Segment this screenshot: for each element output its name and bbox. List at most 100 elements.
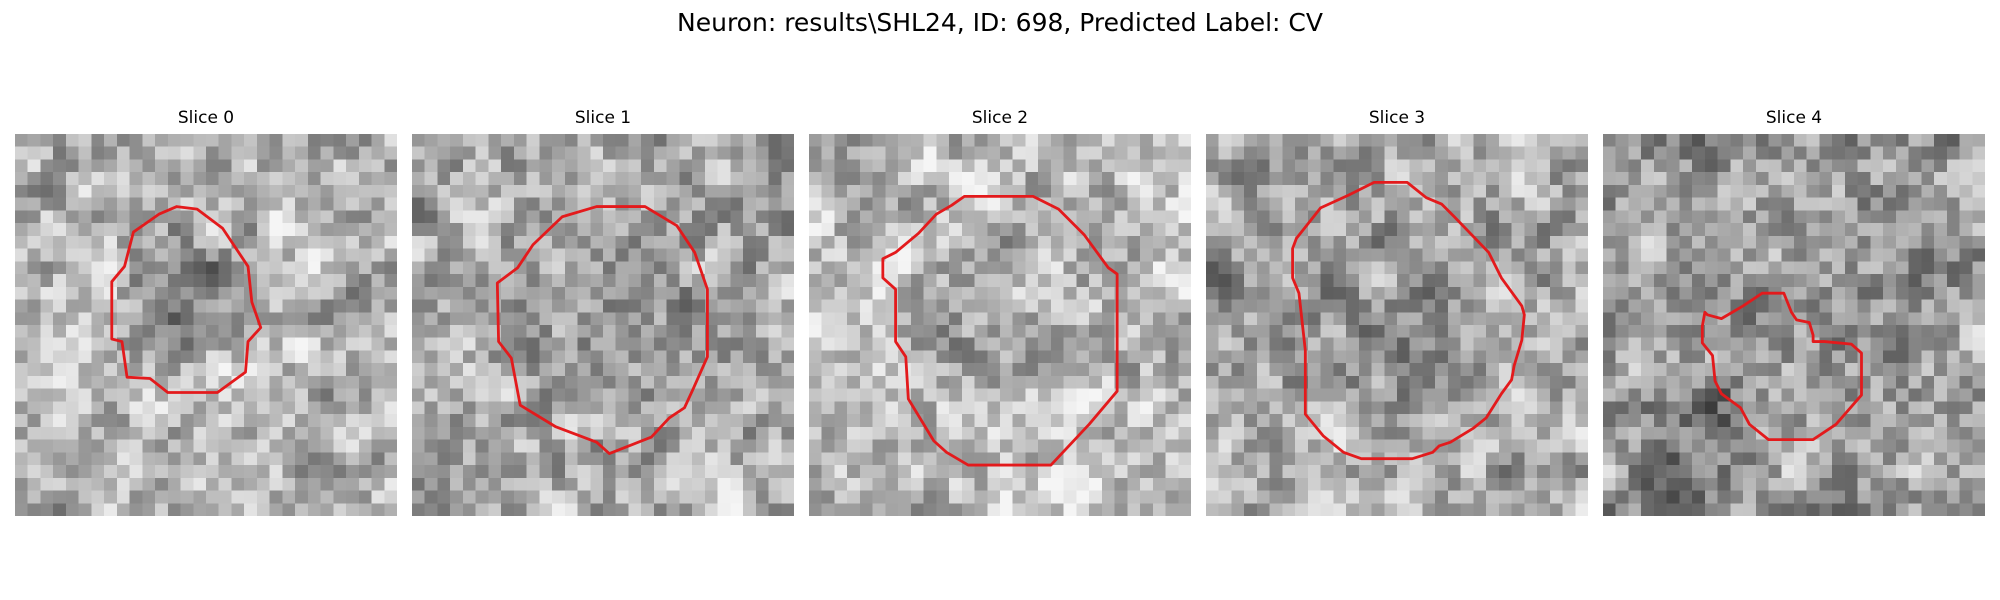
pixel bbox=[27, 261, 41, 275]
pixel bbox=[898, 490, 912, 504]
pixel bbox=[1730, 337, 1744, 351]
pixel bbox=[513, 325, 527, 338]
pixel bbox=[1114, 197, 1128, 211]
pixel bbox=[641, 401, 655, 415]
pixel bbox=[269, 286, 283, 300]
pixel bbox=[437, 452, 451, 466]
pixel bbox=[129, 184, 143, 198]
pixel bbox=[358, 350, 372, 364]
pixel bbox=[821, 325, 835, 338]
pixel bbox=[1562, 159, 1576, 173]
pixel bbox=[1883, 490, 1897, 504]
pixel bbox=[244, 439, 258, 453]
pixel bbox=[1038, 388, 1052, 402]
pixel bbox=[333, 134, 347, 147]
pixel bbox=[1320, 325, 1334, 338]
pixel bbox=[603, 223, 616, 237]
pixel bbox=[1832, 325, 1846, 338]
pixel bbox=[1101, 477, 1115, 491]
pixel bbox=[1025, 223, 1039, 237]
pixel bbox=[1012, 312, 1026, 326]
pixel bbox=[65, 401, 79, 415]
pixel bbox=[1127, 350, 1141, 364]
pixel bbox=[1908, 388, 1922, 402]
pixel bbox=[717, 325, 731, 338]
pixel bbox=[1127, 490, 1141, 504]
pixel bbox=[1333, 325, 1347, 338]
pixel bbox=[577, 184, 591, 198]
pixel bbox=[666, 197, 680, 211]
pixel bbox=[717, 172, 731, 186]
pixel bbox=[717, 439, 731, 453]
pixel bbox=[437, 325, 451, 338]
pixel bbox=[1346, 503, 1360, 516]
pixel bbox=[1603, 223, 1616, 237]
pixel bbox=[1384, 223, 1398, 237]
pixel bbox=[167, 286, 181, 300]
pixel bbox=[1244, 235, 1258, 249]
pixel bbox=[104, 363, 118, 377]
pixel bbox=[1063, 401, 1077, 415]
pixel bbox=[218, 388, 232, 402]
pixel bbox=[1806, 134, 1820, 147]
pixel bbox=[1692, 172, 1706, 186]
pixel bbox=[961, 197, 975, 211]
pixel bbox=[936, 299, 950, 313]
pixel bbox=[1498, 235, 1512, 249]
pixel bbox=[1537, 312, 1551, 326]
pixel bbox=[1409, 401, 1423, 415]
pixel bbox=[384, 210, 397, 224]
pixel bbox=[1524, 414, 1538, 428]
pixel bbox=[781, 375, 794, 389]
pixel bbox=[1460, 375, 1474, 389]
slice-image bbox=[1603, 134, 1985, 516]
pixel bbox=[1498, 248, 1512, 262]
pixel bbox=[91, 452, 105, 466]
pixel bbox=[1269, 337, 1283, 351]
pixel bbox=[1101, 172, 1115, 186]
pixel bbox=[256, 197, 270, 211]
pixel bbox=[501, 325, 515, 338]
pixel bbox=[1178, 286, 1191, 300]
pixel bbox=[462, 439, 476, 453]
pixel bbox=[1562, 503, 1576, 516]
pixel bbox=[936, 134, 950, 147]
pixel bbox=[104, 223, 118, 237]
pixel bbox=[821, 350, 835, 364]
pixel bbox=[462, 312, 476, 326]
pixel bbox=[1895, 197, 1909, 211]
pixel bbox=[180, 134, 194, 147]
pixel bbox=[834, 134, 848, 147]
pixel bbox=[1946, 337, 1960, 351]
pixel bbox=[577, 286, 591, 300]
pixel bbox=[641, 286, 655, 300]
pixel bbox=[1615, 261, 1629, 275]
pixel bbox=[320, 184, 334, 198]
pixel bbox=[1615, 172, 1629, 186]
pixel bbox=[704, 248, 718, 262]
pixel bbox=[1089, 363, 1103, 377]
pixel bbox=[462, 465, 476, 479]
pixel bbox=[1256, 388, 1270, 402]
pixel bbox=[1473, 184, 1487, 198]
pixel bbox=[475, 299, 489, 313]
pixel bbox=[218, 477, 232, 491]
pixel bbox=[923, 363, 937, 377]
pixel bbox=[1717, 261, 1731, 275]
pixel bbox=[91, 210, 105, 224]
pixel bbox=[384, 286, 397, 300]
pixel bbox=[1050, 439, 1064, 453]
pixel bbox=[1883, 223, 1897, 237]
pixel bbox=[65, 375, 79, 389]
pixel bbox=[1819, 375, 1833, 389]
pixel bbox=[1511, 312, 1525, 326]
pixel bbox=[488, 426, 502, 440]
pixel bbox=[1422, 184, 1436, 198]
pixel bbox=[1269, 197, 1283, 211]
pixel bbox=[180, 452, 194, 466]
pixel bbox=[1511, 465, 1525, 479]
pixel bbox=[1511, 274, 1525, 288]
pixel bbox=[692, 350, 706, 364]
pixel bbox=[1653, 312, 1667, 326]
pixel bbox=[1178, 337, 1191, 351]
